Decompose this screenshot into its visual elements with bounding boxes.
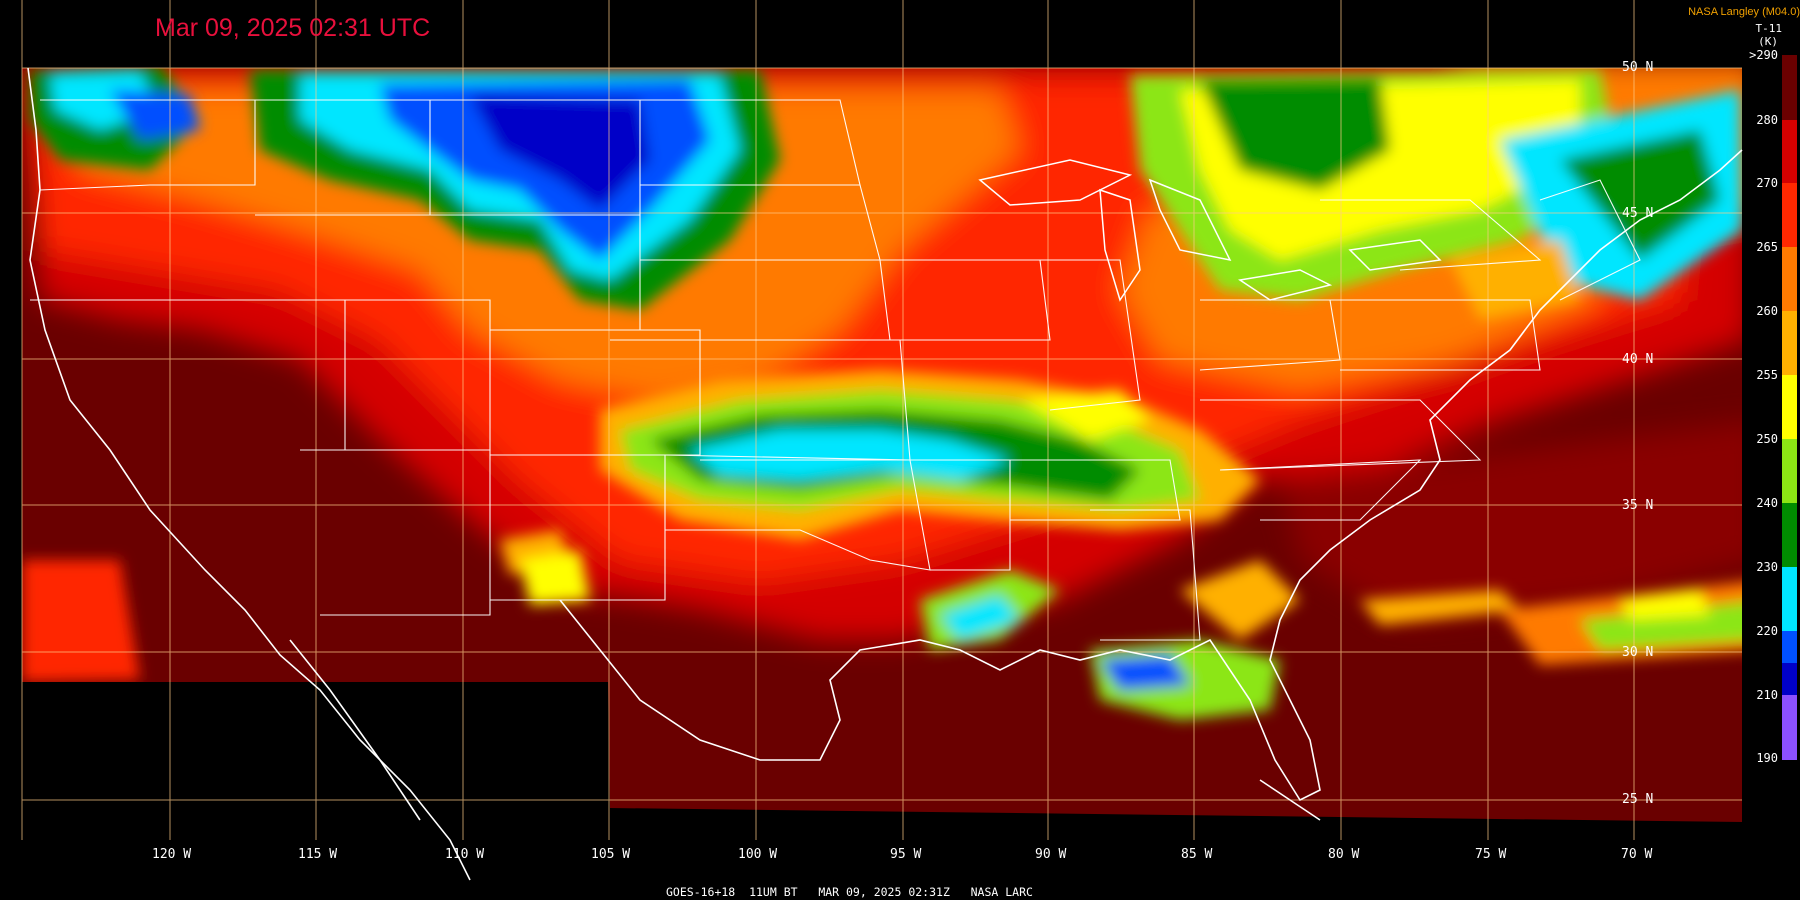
longitude-label: 120 W	[152, 847, 192, 862]
band-label: T-11	[1755, 22, 1783, 35]
colorbar-label: 190	[1756, 751, 1778, 765]
latitude-label: 50 N	[1622, 60, 1654, 75]
longitude-label: 80 W	[1328, 847, 1360, 862]
colorbar-label: 255	[1756, 368, 1778, 382]
longitude-label: 110 W	[445, 847, 485, 862]
great-lakes	[978, 159, 1442, 302]
colorbar-label: 250	[1756, 432, 1778, 446]
latitude-label: 25 N	[1622, 792, 1654, 807]
latitude-label: 30 N	[1622, 645, 1654, 660]
credit-label: NASA Langley (M04.0)	[1688, 6, 1800, 18]
longitude-label: 75 W	[1475, 847, 1507, 862]
longitude-label: 85 W	[1181, 847, 1213, 862]
map-title: Mar 09, 2025 02:31 UTC	[155, 14, 431, 42]
longitude-label: 70 W	[1621, 847, 1653, 862]
graticule	[21, 0, 1742, 840]
longitude-label: 115 W	[298, 847, 338, 862]
colorbar-label: >290	[1749, 48, 1778, 62]
longitude-label: 95 W	[890, 847, 922, 862]
colorbar-label: 265	[1756, 240, 1778, 254]
latitude-label: 45 N	[1622, 206, 1654, 221]
longitude-label: 90 W	[1035, 847, 1067, 862]
longitude-label: 100 W	[738, 847, 778, 862]
colorbar-label: 230	[1756, 560, 1778, 574]
colorbar-label: 240	[1756, 496, 1778, 510]
colorbar-label: 260	[1756, 304, 1778, 318]
colorbar	[1782, 55, 1797, 760]
colorbar-label: 280	[1756, 113, 1778, 127]
unit-label: (K)	[1758, 35, 1778, 48]
colorbar-label: 220	[1756, 624, 1778, 638]
coastlines	[27, 67, 1743, 881]
latitude-label: 40 N	[1622, 352, 1654, 367]
colorbar-label: 210	[1756, 688, 1778, 702]
longitude-label: 105 W	[591, 847, 631, 862]
latitude-label: 35 N	[1622, 498, 1654, 513]
colorbar-label: 270	[1756, 176, 1778, 190]
state-borders	[30, 99, 1641, 641]
footer-caption: GOES-16+18 11UM BT MAR 09, 2025 02:31Z N…	[666, 885, 1033, 899]
